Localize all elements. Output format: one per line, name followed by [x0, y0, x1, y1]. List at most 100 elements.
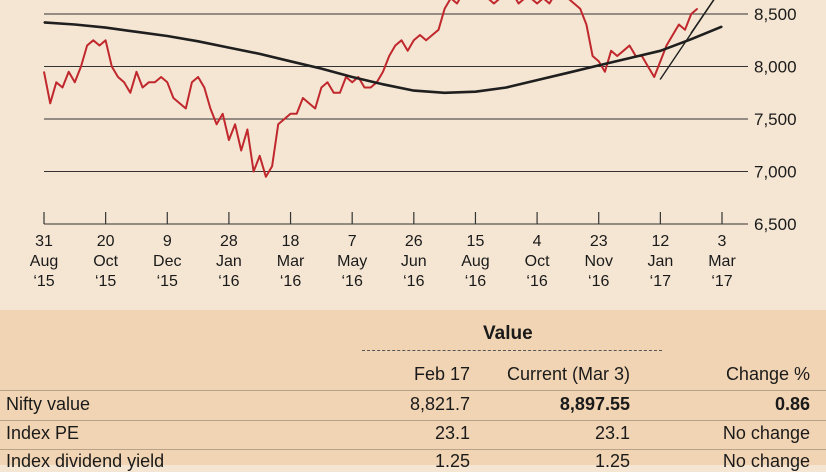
row-change-value: No change: [722, 423, 810, 443]
x-tick-label: ‘15: [157, 273, 178, 290]
data-point: [98, 44, 101, 47]
data-point: [166, 35, 168, 37]
data-point: [43, 71, 45, 73]
nifty-price-series: [43, 0, 698, 178]
data-point: [431, 34, 433, 36]
data-point: [505, 86, 507, 89]
data-point: [425, 39, 427, 41]
x-tick-label: Jan: [216, 253, 242, 270]
data-point: [567, 72, 569, 74]
data-point: [43, 21, 45, 23]
data-point: [142, 86, 144, 89]
data-point: [215, 123, 218, 125]
data-point: [518, 2, 520, 5]
x-tick-label: Dec: [153, 253, 181, 270]
data-point: [148, 81, 150, 83]
row-divider: [0, 390, 826, 391]
data-point: [135, 31, 138, 33]
col-header-current: Current (Mar 3): [506, 364, 630, 384]
data-point: [61, 86, 64, 89]
x-tick-label: ‘16: [588, 273, 609, 290]
data-point: [628, 57, 631, 59]
data-point: [296, 113, 298, 115]
data-point: [111, 65, 113, 68]
value-group-header: Value: [483, 323, 533, 344]
data-point: [591, 55, 594, 57]
value-table: Value Feb 17 Current (Mar 3) Change % Ni…: [0, 310, 826, 471]
data-point: [105, 39, 107, 41]
data-point: [49, 102, 51, 104]
data-point: [419, 34, 421, 36]
x-tick-label: 18: [282, 233, 300, 250]
x-tick-label: Mar: [708, 253, 736, 270]
data-point: [203, 86, 205, 89]
data-point: [283, 118, 285, 120]
y-tick-label: 7,000: [754, 163, 797, 182]
data-point: [573, 2, 575, 5]
data-point: [659, 50, 661, 52]
col-header-feb17: Feb 17: [413, 364, 470, 384]
x-tick-label: ‘17: [711, 273, 732, 290]
data-point: [363, 86, 366, 89]
row-label: Nifty value: [6, 394, 91, 414]
x-tick-label: Nov: [585, 253, 613, 270]
data-point: [209, 107, 212, 110]
data-point: [185, 107, 187, 110]
col-header-change: Change %: [725, 364, 810, 384]
data-point: [154, 81, 156, 83]
data-point: [289, 113, 292, 115]
data-point: [690, 13, 692, 15]
data-point: [413, 39, 415, 41]
data-point: [653, 76, 655, 78]
x-tick-label: 12: [651, 233, 669, 250]
x-tick-label: 28: [220, 233, 238, 250]
y-tick-label: 6,500: [754, 215, 797, 234]
x-tick-label: Jan: [647, 253, 673, 270]
data-point: [228, 47, 230, 49]
data-point: [320, 68, 322, 70]
row-label: Index PE: [6, 423, 80, 443]
x-tick-label: 3: [718, 233, 727, 250]
x-tick-label: Jun: [401, 253, 427, 270]
row-feb-value: 8,821.7: [409, 394, 470, 414]
data-point: [604, 71, 606, 73]
data-point: [259, 155, 261, 157]
data-point: [259, 53, 261, 55]
data-point: [474, 91, 477, 93]
y-tick-label: 8,500: [754, 5, 797, 24]
data-point: [665, 44, 668, 47]
data-point: [252, 170, 255, 173]
data-point: [628, 44, 631, 47]
data-point: [308, 102, 310, 104]
data-point: [222, 113, 224, 115]
x-tick-label: ‘16: [342, 273, 363, 290]
x-tick-label: ‘17: [650, 273, 671, 290]
row-divider: [0, 449, 826, 450]
data-point: [339, 92, 341, 94]
data-point: [388, 55, 390, 57]
x-tick-label: ‘16: [280, 273, 301, 290]
data-point: [690, 38, 692, 40]
data-point: [616, 55, 618, 57]
x-tick-label: ‘16: [218, 273, 239, 290]
row-feb-value: 23.1: [434, 423, 470, 443]
row-label: Index dividend yield: [6, 451, 165, 471]
x-tick-label: Aug: [461, 253, 489, 270]
data-point: [400, 39, 403, 41]
data-point: [610, 50, 612, 52]
x-tick-label: Oct: [93, 253, 118, 270]
data-point: [197, 40, 199, 42]
data-point: [123, 81, 125, 83]
data-point: [696, 8, 698, 10]
x-tick-label: 31: [35, 233, 53, 250]
data-point: [68, 71, 70, 73]
row-current-value: 8,897.55: [559, 394, 630, 414]
data-point: [117, 76, 119, 78]
x-tick-label: 23: [590, 233, 608, 250]
data-point: [548, 2, 551, 5]
data-point: [314, 107, 316, 110]
data-point: [326, 81, 329, 83]
nifty-line-chart: 8,500 8,000 7,500 7,000 6,500 31 Aug ‘15 20 Oct ‘1…: [30, 0, 797, 290]
data-point: [684, 29, 686, 31]
data-point: [493, 2, 495, 5]
